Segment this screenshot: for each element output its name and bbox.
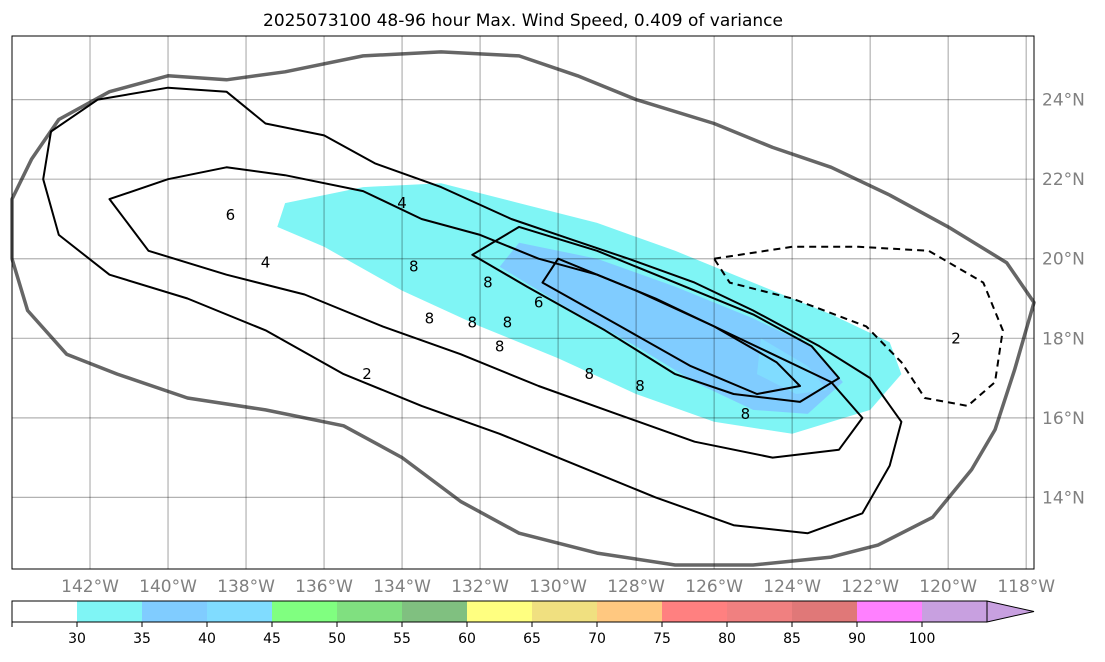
colorbar-segment bbox=[207, 601, 273, 622]
contour-label: 8 bbox=[635, 377, 645, 395]
longitude-tick-label: 118°W bbox=[997, 577, 1055, 597]
latitude-tick-label: 14°N bbox=[1042, 488, 1085, 508]
colorbar-tick-label: 75 bbox=[653, 631, 671, 647]
colorbar-segment bbox=[532, 601, 598, 622]
contour-2-solid bbox=[42, 86, 903, 535]
wind-fill-40-45 bbox=[757, 338, 828, 394]
colorbar-outline bbox=[11, 600, 987, 623]
colorbar-tick-label: 60 bbox=[458, 631, 476, 647]
colorbar-tick-label: 40 bbox=[198, 631, 216, 647]
contour-label: 8 bbox=[409, 258, 419, 276]
latitude-tick-label: 16°N bbox=[1042, 409, 1085, 429]
longitude-tick-label: 124°W bbox=[763, 577, 821, 597]
colorbar-segment bbox=[467, 601, 533, 622]
colorbar-tick-label: 50 bbox=[328, 631, 346, 647]
contour-label: 8 bbox=[741, 405, 751, 423]
map-frame bbox=[11, 35, 1035, 570]
longitude-tick-label: 136°W bbox=[295, 577, 353, 597]
colorbar-segment bbox=[337, 601, 403, 622]
longitude-tick-label: 122°W bbox=[841, 577, 899, 597]
longitude-tick-label: 132°W bbox=[451, 577, 509, 597]
colorbar-segment bbox=[272, 601, 338, 622]
colorbar-tick-label: 65 bbox=[523, 631, 541, 647]
colorbar-extend-arrow bbox=[986, 600, 1035, 623]
latitude-tick-label: 18°N bbox=[1042, 329, 1085, 349]
colorbar-tick-label: 35 bbox=[133, 631, 151, 647]
latitude-tick-label: 22°N bbox=[1042, 170, 1085, 190]
contour-label: 6 bbox=[226, 206, 236, 224]
longitude-tick-label: 140°W bbox=[139, 577, 197, 597]
colorbar: 30 35 40 45 50 55 60 65 70 75 80 85 90 100 bbox=[11, 600, 1035, 647]
longitude-labels: 142°W 140°W 138°W 136°W 134°W 132°W 130°W 128°W… bbox=[61, 577, 1055, 597]
contour-6-solid bbox=[471, 225, 840, 403]
wind-fill-35-40 bbox=[499, 242, 843, 414]
colorbar-segment bbox=[727, 601, 793, 622]
colorbar-segment bbox=[597, 601, 663, 622]
outer-boundary-contour bbox=[10, 50, 1036, 567]
longitude-tick-label: 128°W bbox=[607, 577, 665, 597]
longitude-tick-label: 130°W bbox=[529, 577, 587, 597]
colorbar-segment bbox=[922, 601, 988, 622]
contour-label: 6 bbox=[534, 294, 544, 312]
graticule bbox=[12, 36, 1034, 569]
longitude-tick-label: 126°W bbox=[685, 577, 743, 597]
chart-title: 2025073100 48-96 hour Max. Wind Speed, 0… bbox=[263, 11, 783, 31]
map-area: 464886888882882 bbox=[10, 50, 1036, 567]
colorbar-tick-label: 30 bbox=[68, 631, 86, 647]
colorbar-segment bbox=[662, 601, 728, 622]
contour-label: 2 bbox=[362, 365, 372, 383]
colorbar-tick-label: 80 bbox=[718, 631, 736, 647]
colorbar-tick-label: 85 bbox=[783, 631, 801, 647]
contour-label: 8 bbox=[503, 313, 513, 331]
contour-label: 2 bbox=[951, 329, 961, 347]
contour-label: 8 bbox=[585, 365, 595, 383]
latitude-tick-label: 20°N bbox=[1042, 250, 1085, 270]
contour-8-solid bbox=[541, 257, 801, 395]
colorbar-tick-label: 90 bbox=[848, 631, 866, 647]
contour-label: 8 bbox=[425, 309, 435, 327]
contour-label: 4 bbox=[261, 254, 271, 272]
latitude-labels: 14°N 16°N 18°N 20°N 22°N 24°N bbox=[1042, 91, 1085, 509]
latitude-tick-label: 24°N bbox=[1042, 91, 1085, 111]
longitude-tick-label: 134°W bbox=[373, 577, 431, 597]
contour-2-dashed bbox=[713, 245, 1004, 407]
colorbar-segment bbox=[77, 601, 143, 622]
longitude-tick-label: 120°W bbox=[919, 577, 977, 597]
longitude-tick-label: 138°W bbox=[217, 577, 275, 597]
contour-label: 8 bbox=[468, 313, 478, 331]
colorbar-segment bbox=[142, 601, 208, 622]
colorbar-tick-label: 100 bbox=[909, 631, 936, 647]
colorbar-segment bbox=[12, 601, 78, 622]
colorbar-tick-label: 70 bbox=[588, 631, 606, 647]
colorbar-segment bbox=[792, 601, 858, 622]
colorbar-tick-label: 55 bbox=[393, 631, 411, 647]
colorbar-tick-label: 45 bbox=[263, 631, 281, 647]
contour-label: 4 bbox=[397, 194, 407, 212]
contour-label: 8 bbox=[495, 337, 505, 355]
colorbar-segment bbox=[857, 601, 923, 622]
contour-label: 8 bbox=[483, 274, 493, 292]
longitude-tick-label: 142°W bbox=[61, 577, 119, 597]
colorbar-segment bbox=[402, 601, 468, 622]
